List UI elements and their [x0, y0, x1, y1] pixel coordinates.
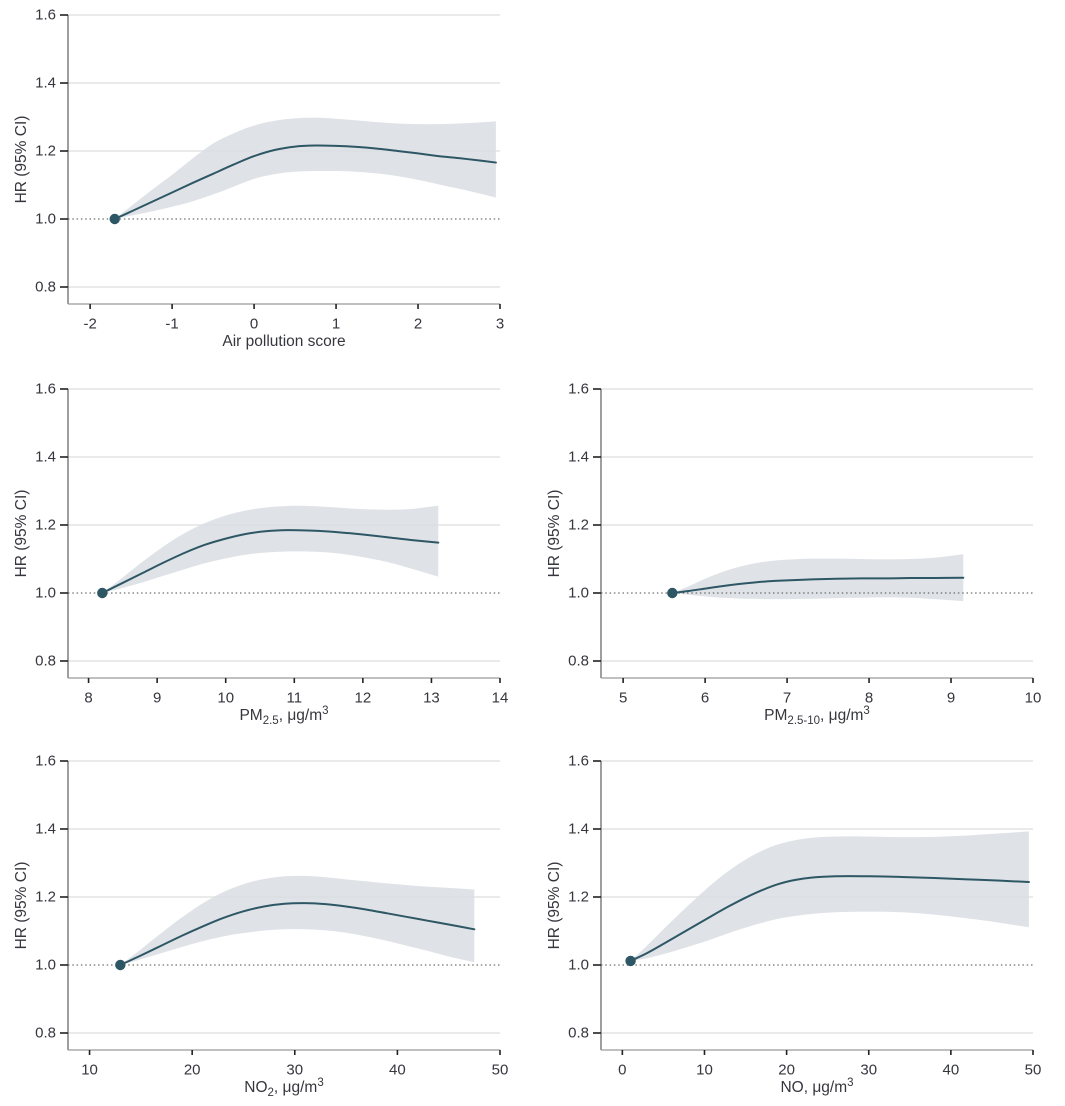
hr-curve: [119, 902, 476, 966]
air-pollution-score-chart: 0.8 1.0 1.2 1.4 1.6 -2 -1 0 1 2 3 Air pollution sco…: [0, 0, 532, 352]
y-axis-title: HR (95% CI): [546, 490, 563, 578]
reference-dot: [667, 587, 678, 599]
ci-band: [630, 831, 1029, 961]
y-tick-label: 1.0: [568, 957, 589, 974]
x-axis-title: PM2.5-10, μg/m3: [764, 705, 870, 727]
panel-background: [0, 372, 532, 734]
x-tick-label: 20: [778, 1061, 795, 1078]
ci-band: [114, 117, 496, 219]
pm25-10-chart: 0.8 1.0 1.2 1.4 1.6 5 6 7 8 9 10 PM2.5-10, μg/m3 HR …: [533, 372, 1065, 734]
panel-pm25: 0.8 1.0 1.2 1.4 1.6 8 9 10 11 12 13 14 PM2.5, μg/m3 H…: [0, 372, 532, 734]
y-tick-label: 1.2: [35, 143, 56, 160]
y-tick-label: 1.4: [568, 821, 589, 838]
x-tick-label: 5: [619, 689, 627, 706]
y-tick-label: 1.2: [568, 517, 589, 534]
pm25-chart: 0.8 1.0 1.2 1.4 1.6 8 9 10 11 12 13 14 PM2.5, μg/m3 H…: [0, 372, 532, 734]
panel-pm25-10: 0.8 1.0 1.2 1.4 1.6 5 6 7 8 9 10 PM2.5-10, μg/m3 HR …: [533, 372, 1065, 734]
y-tick-label: 1.0: [568, 585, 589, 602]
panel-no: 0.8 1.0 1.2 1.4 1.6 0 10 20 30 40 50 NO, μg/m3 HR (9…: [533, 744, 1065, 1106]
y-tick-label: 1.4: [35, 449, 56, 466]
x-tick-label: 2: [414, 315, 422, 332]
hr-curve: [113, 144, 497, 220]
x-tick-label: 10: [217, 689, 234, 706]
x-tick-label: 7: [783, 689, 791, 706]
y-tick-label: 1.0: [35, 585, 56, 602]
x-tick-label: 30: [860, 1061, 877, 1078]
reference-dot: [109, 213, 120, 225]
reference-dot: [625, 955, 636, 967]
y-tick-label: 1.0: [35, 211, 56, 228]
y-tick-label: 1.6: [35, 7, 56, 24]
y-tick-label: 0.8: [35, 653, 56, 670]
no-chart: 0.8 1.0 1.2 1.4 1.6 0 10 20 30 40 50 NO, μg/m3 HR (9…: [533, 744, 1065, 1106]
y-tick-label: 0.8: [35, 1025, 56, 1042]
y-tick-label: 1.0: [35, 957, 56, 974]
y-tick-label: 0.8: [568, 653, 589, 670]
y-tick-label: 1.4: [568, 449, 589, 466]
y-tick-label: 1.6: [35, 753, 56, 770]
panel-air-pollution-score: 0.8 1.0 1.2 1.4 1.6 -2 -1 0 1 2 3 Air pollution sco…: [0, 0, 532, 352]
panel-no2: 0.8 1.0 1.2 1.4 1.6 10 20 30 40 50 NO2, μg/m3 HR (9…: [0, 744, 532, 1106]
ci-band: [120, 875, 475, 965]
x-tick-label: 8: [865, 689, 873, 706]
reference-dot: [115, 959, 126, 971]
no2-chart: 0.8 1.0 1.2 1.4 1.6 10 20 30 40 50 NO2, μg/m3 HR (9…: [0, 744, 532, 1106]
x-tick-label: 10: [1025, 689, 1042, 706]
y-tick-label: 1.2: [568, 889, 589, 906]
y-tick-label: 1.4: [35, 75, 56, 92]
x-tick-label: 30: [286, 1061, 303, 1078]
x-tick-label: 0: [250, 315, 258, 332]
y-tick-label: 0.8: [568, 1025, 589, 1042]
x-tick-label: 40: [943, 1061, 960, 1078]
x-tick-label: 50: [1025, 1061, 1042, 1078]
y-tick-label: 1.4: [35, 821, 56, 838]
x-tick-label: 40: [389, 1061, 406, 1078]
hr-curve: [629, 875, 1030, 962]
x-axis-title: NO2, μg/m3: [244, 1077, 323, 1099]
x-tick-label: 12: [355, 689, 372, 706]
x-tick-label: 10: [696, 1061, 713, 1078]
y-tick-label: 1.6: [35, 381, 56, 398]
panel-background: [533, 372, 1065, 734]
y-axis-title: HR (95% CI): [13, 862, 30, 950]
x-tick-label: 6: [701, 689, 709, 706]
x-tick-label: 9: [153, 689, 161, 706]
x-tick-label: 13: [423, 689, 440, 706]
y-tick-label: 1.6: [568, 381, 589, 398]
ci-band: [672, 554, 964, 602]
panel-background: [533, 744, 1065, 1106]
y-axis-title: HR (95% CI): [13, 116, 30, 204]
x-axis-title: PM2.5, μg/m3: [239, 705, 328, 727]
hr-curve: [101, 529, 440, 594]
y-tick-label: 0.8: [35, 279, 56, 296]
x-tick-label: -1: [165, 315, 178, 332]
ci-band: [102, 505, 439, 593]
x-tick-label: 11: [286, 689, 302, 706]
x-tick-label: 50: [492, 1061, 509, 1078]
y-axis-title: HR (95% CI): [546, 862, 563, 950]
y-axis-title: HR (95% CI): [13, 490, 30, 578]
x-tick-label: 0: [618, 1061, 626, 1078]
y-tick-label: 1.6: [568, 753, 589, 770]
x-axis-title: Air pollution score: [222, 333, 345, 350]
x-tick-label: 14: [492, 689, 509, 706]
x-tick-label: 10: [81, 1061, 98, 1078]
reference-dot: [97, 587, 108, 599]
x-tick-label: 9: [947, 689, 955, 706]
y-tick-label: 1.2: [35, 889, 56, 906]
x-tick-label: 8: [84, 689, 92, 706]
x-tick-label: 20: [184, 1061, 201, 1078]
x-tick-label: -2: [83, 315, 96, 332]
x-tick-label: 1: [332, 315, 340, 332]
x-tick-label: 3: [496, 315, 504, 332]
x-axis-title: NO, μg/m3: [780, 1077, 853, 1096]
hr-curve: [671, 576, 965, 594]
y-tick-label: 1.2: [35, 517, 56, 534]
